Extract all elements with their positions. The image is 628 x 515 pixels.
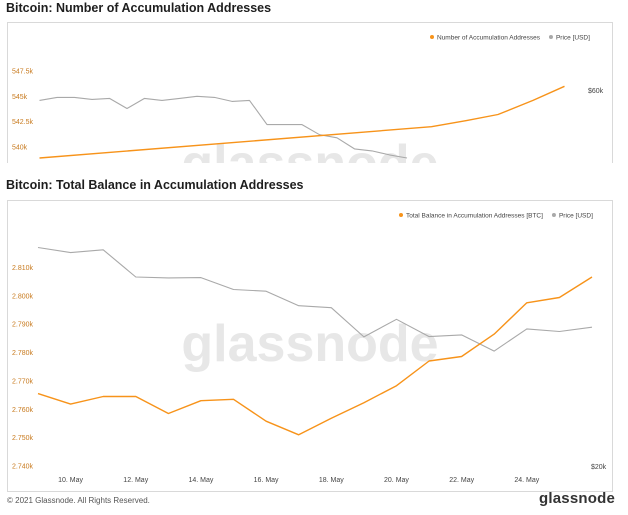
chart2-y-tick-label: 2.800k [12, 293, 34, 300]
chart2-y-tick-label: 2.790k [12, 322, 34, 329]
glassnode-logo[interactable]: glassnode [539, 490, 615, 507]
footer-copyright: © 2021 Glassnode. All Rights Reserved. [7, 496, 150, 505]
chart1-y-tick-label: 547.5k [12, 69, 34, 76]
chart2-x-tick-label: 12. May [123, 477, 148, 484]
chart2-legend-entry[interactable]: Price [USD] [559, 212, 593, 219]
chart2-legend: Total Balance in Accumulation Addresses … [399, 212, 593, 219]
chart2-y-tick-label: 2.740k [12, 464, 34, 471]
chart2-watermark: glassnode [181, 315, 438, 373]
chart2-x-tick-label: 14. May [188, 477, 213, 484]
chart2-x-tick-label: 16. May [254, 477, 279, 484]
chart1-legend-entry[interactable]: Number of Accumulation Addresses [437, 34, 541, 41]
chart2-series-line-price [37, 246, 593, 352]
chart1-watermark: glassnode [181, 135, 438, 163]
chart2-panel: glassnode 2.740k 2.750k 2.760k 2.770k 2.780k 2… [7, 200, 613, 492]
chart1-y-tick-label: 542.5k [12, 119, 34, 126]
chart2-y-tick-label: 2.770k [12, 378, 34, 385]
chart1-right-axis-label: $60k [588, 88, 604, 95]
chart2-x-tick-label: 10. May [58, 477, 83, 484]
chart2-x-tick-label: 20. May [384, 477, 409, 484]
chart2-svg: glassnode 2.740k 2.750k 2.760k 2.770k 2.780k 2… [12, 212, 607, 484]
chart1-title: Bitcoin: Number of Accumulation Addresse… [6, 1, 272, 15]
chart1-series-line-price [39, 95, 408, 159]
chart1-legend: Number of Accumulation Addresses Price [U… [430, 34, 590, 41]
chart2-legend-marker [551, 213, 556, 217]
chart2-title: Bitcoin: Total Balance in Accumulation A… [6, 178, 304, 192]
chart1-y-tick-label: 545k [12, 94, 28, 101]
chart2-series-line-primary [37, 276, 593, 436]
chart2-y-tick-label: 2.780k [12, 350, 34, 357]
chart2-legend-marker [399, 213, 403, 217]
chart1-legend-entry[interactable]: Price [USD] [556, 34, 590, 41]
chart1-panel: glassnode 540k 542.5k 545k 547.5k $60k Number … [7, 22, 613, 163]
chart2-right-axis-label: $20k [591, 464, 607, 471]
chart2-y-tick-label: 2.810k [12, 265, 34, 272]
chart1-svg: glassnode 540k 542.5k 545k 547.5k $60k Number … [12, 34, 604, 163]
chart1-y-tick-label: 540k [12, 144, 28, 151]
chart2-x-tick-label: 22. May [449, 477, 474, 484]
chart2-x-tick-label: 24. May [514, 477, 539, 484]
chart2-x-tick-label: 18. May [319, 477, 344, 484]
chart1-series-line-primary [39, 85, 565, 159]
chart2-legend-entry[interactable]: Total Balance in Accumulation Addresses … [406, 212, 543, 219]
chart1-legend-marker [548, 35, 553, 39]
chart2-y-tick-label: 2.750k [12, 435, 34, 442]
chart2-y-tick-label: 2.760k [12, 407, 34, 414]
chart1-legend-marker [430, 35, 434, 39]
